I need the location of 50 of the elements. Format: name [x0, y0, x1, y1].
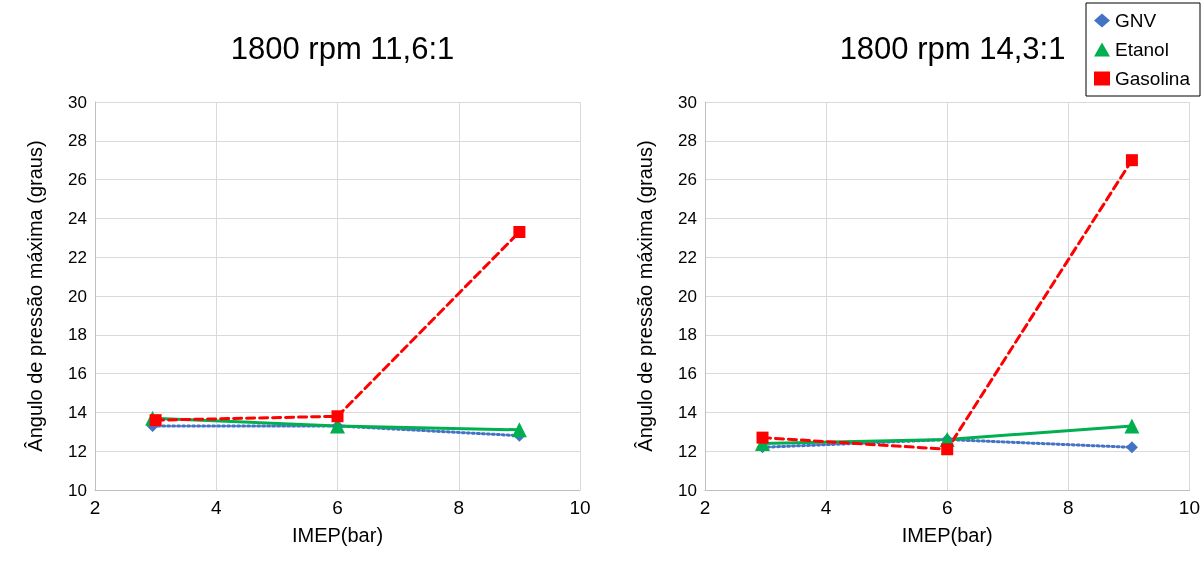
y-tick-label: 18 — [678, 325, 697, 345]
point — [1124, 418, 1140, 434]
y-tick-label: 24 — [68, 208, 87, 228]
x-tick-label: 6 — [941, 497, 953, 518]
y-tick-label: 22 — [678, 247, 697, 267]
x-tick-label: 10 — [1178, 497, 1200, 518]
point — [756, 431, 769, 444]
y-axis-title: Ângulo de pressão máxima (graus) — [634, 140, 656, 452]
x-axis-title: IMEP(bar) — [901, 524, 993, 546]
y-tick-label: 16 — [68, 364, 87, 384]
y-tick-label: 28 — [68, 131, 87, 151]
y-tick-label: 20 — [678, 286, 697, 306]
y-tick-label: 24 — [678, 208, 697, 228]
point — [149, 414, 162, 427]
x-tick-label: 8 — [1063, 497, 1074, 518]
chart-title: 1800 rpm 14,3:1 — [839, 31, 1066, 66]
y-tick-label: 22 — [68, 247, 87, 267]
point — [1125, 441, 1138, 454]
y-tick-label: 28 — [678, 131, 697, 151]
x-tick-label: 2 — [699, 497, 711, 518]
x-tick-label: 8 — [453, 497, 465, 518]
chart-title: 1800 rpm 11,6:1 — [230, 31, 455, 66]
x-tick-label: 10 — [569, 497, 591, 518]
point — [331, 410, 344, 423]
y-tick-label: 18 — [68, 325, 87, 345]
y-tick-label: 16 — [678, 364, 697, 384]
legend-label: Etanol — [1115, 39, 1169, 60]
x-axis-title: IMEP(bar) — [291, 524, 384, 546]
point — [1125, 154, 1138, 167]
x-tick-label: 4 — [820, 497, 832, 518]
y-tick-label: 30 — [68, 92, 87, 112]
y-tick-label: 26 — [68, 170, 87, 190]
y-tick-label: 26 — [678, 170, 697, 190]
y-tick-label: 10 — [68, 480, 87, 500]
y-tick-label: 20 — [68, 286, 87, 306]
y-tick-label: 30 — [678, 92, 697, 112]
y-tick-label: 12 — [678, 441, 697, 461]
legend-label: Gasolina — [1115, 68, 1191, 89]
x-tick-label: 6 — [332, 497, 343, 518]
y-tick-label: 12 — [68, 441, 87, 461]
y-tick-label: 14 — [678, 402, 697, 422]
point — [511, 422, 527, 438]
x-tick-label: 4 — [210, 497, 222, 518]
legend-label: GNV — [1115, 10, 1157, 31]
point — [941, 443, 954, 456]
y-axis-title: Ângulo de pressão máxima (graus) — [24, 140, 46, 452]
point — [513, 225, 526, 238]
y-tick-label: 14 — [68, 402, 87, 422]
y-tick-label: 10 — [678, 480, 697, 500]
x-tick-label: 2 — [89, 497, 101, 518]
